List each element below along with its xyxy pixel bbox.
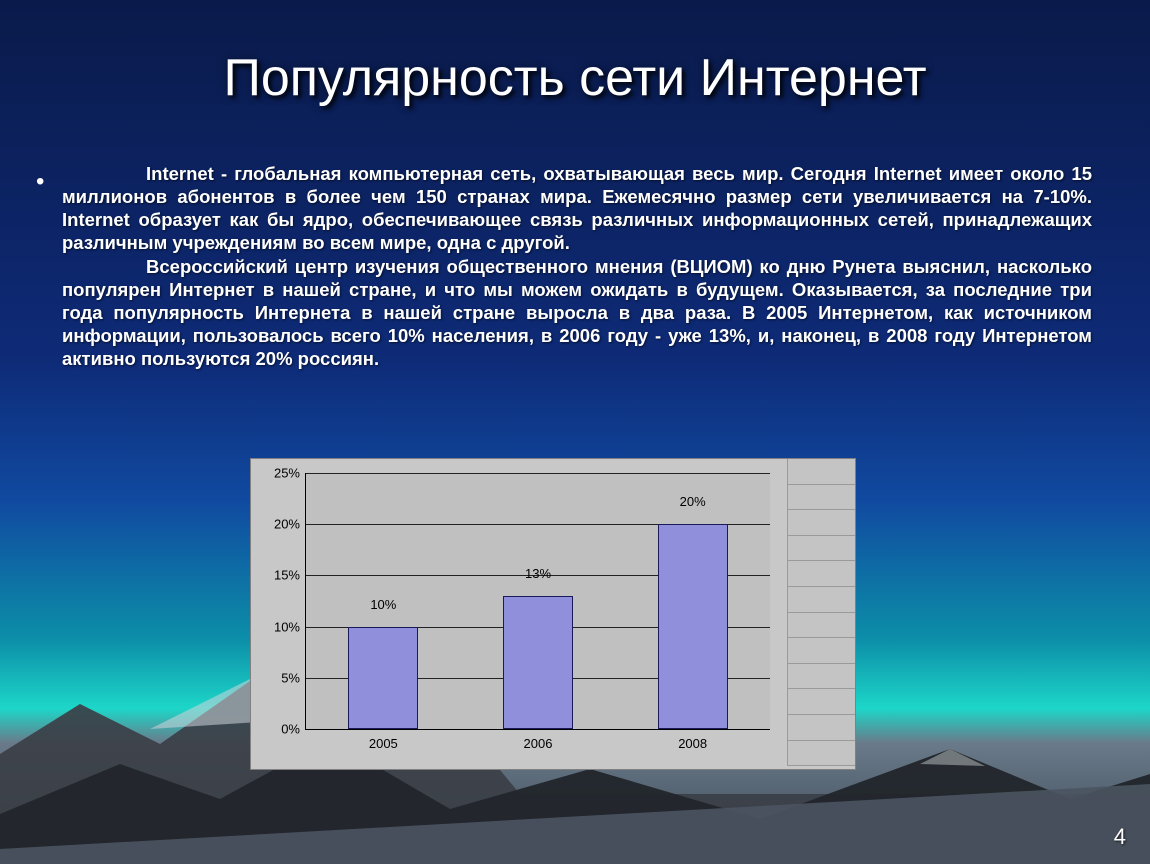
y-tick-label: 25%: [260, 466, 300, 481]
y-tick-label: 10%: [260, 619, 300, 634]
bar-value-label: 20%: [658, 494, 728, 509]
grid-line: [306, 473, 770, 474]
y-tick-label: 20%: [260, 517, 300, 532]
chart-container: 0% 5% 10% 15% 20% 25% 10% 2005 13% 2006 20% 2008: [250, 458, 856, 770]
y-tick-label: 0%: [260, 722, 300, 737]
paragraph-1: Internet - глобальная компьютерная сеть,…: [62, 162, 1092, 255]
body-text: Internet - глобальная компьютерная сеть,…: [62, 162, 1092, 370]
slide-title: Популярность сети Интернет: [0, 48, 1150, 108]
y-tick-label: 5%: [260, 670, 300, 685]
y-tick-label: 15%: [260, 568, 300, 583]
bullet-dot: •: [36, 168, 44, 196]
x-tick-label: 2008: [643, 736, 743, 751]
bar: [503, 596, 573, 729]
bar: [348, 627, 418, 729]
paragraph-2: Всероссийский центр изучения общественно…: [62, 255, 1092, 371]
x-tick-label: 2006: [488, 736, 588, 751]
chart-side-grid: [787, 459, 855, 769]
bar-value-label: 13%: [503, 566, 573, 581]
chart-plot-area: 0%5%10%15%20%25%10%200513%200620%2008: [305, 473, 770, 730]
x-tick-label: 2005: [333, 736, 433, 751]
page-number: 4: [1114, 824, 1126, 850]
slide: Популярность сети Интернет • Internet - …: [0, 0, 1150, 864]
bar: [658, 524, 728, 729]
bar-value-label: 10%: [348, 597, 418, 612]
